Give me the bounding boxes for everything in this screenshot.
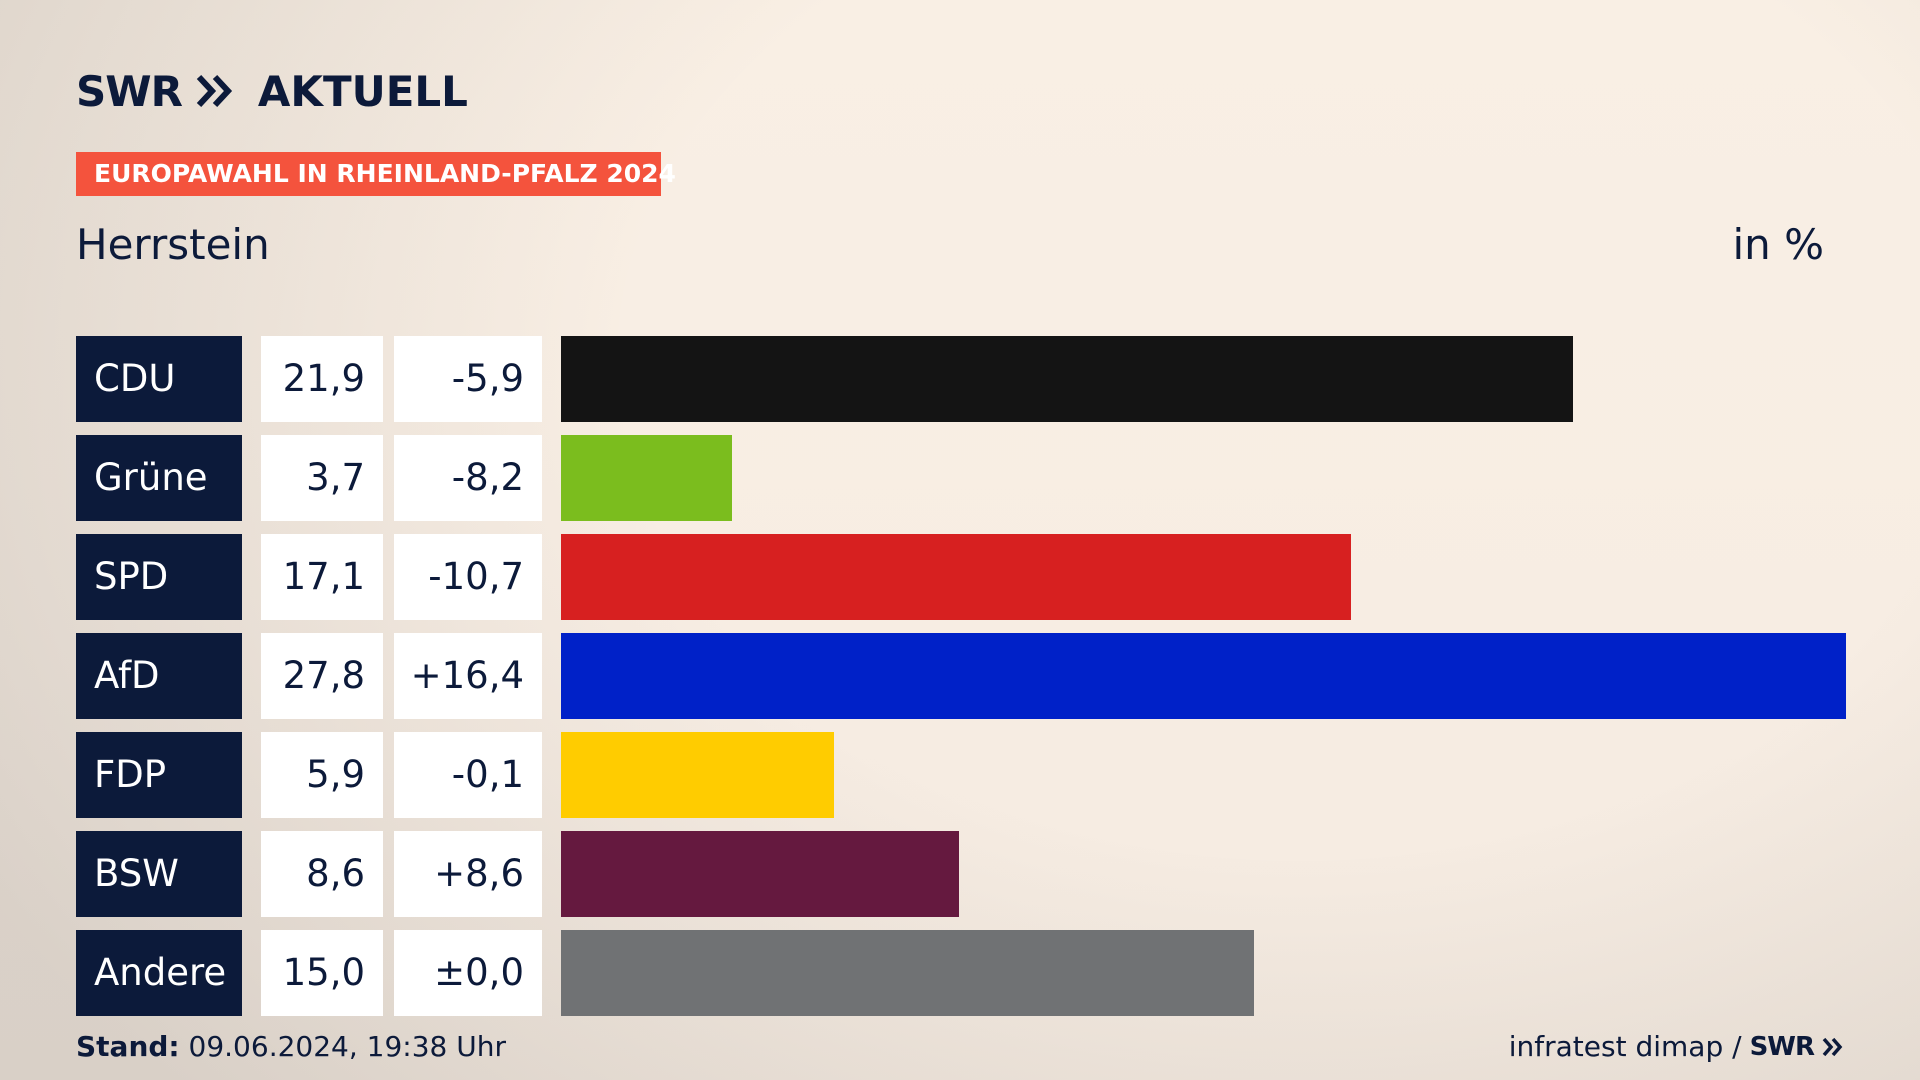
chart-row: BSW 8,6 +8,6 — [76, 831, 1846, 917]
bar-bsw — [561, 831, 959, 917]
source-text: infratest dimap / — [1508, 1030, 1742, 1063]
diff-label: +8,6 — [394, 831, 542, 917]
bar-andere — [561, 930, 1254, 1016]
logo-swr-text: SWR — [76, 66, 183, 116]
chart-row: AfD 27,8 +16,4 — [76, 633, 1846, 719]
logo-aktuell-text: AKTUELL — [257, 66, 468, 116]
party-label: BSW — [76, 831, 242, 917]
party-label: Grüne — [76, 435, 242, 521]
chart-row: CDU 21,9 -5,9 — [76, 336, 1846, 422]
bar-afd — [561, 633, 1846, 719]
footer-double-chevron-icon — [1822, 1037, 1843, 1056]
value-label: 27,8 — [261, 633, 383, 719]
diff-label: +16,4 — [394, 633, 542, 719]
diff-label: -5,9 — [394, 336, 542, 422]
party-label: SPD — [76, 534, 242, 620]
stand-label: Stand: — [76, 1030, 180, 1063]
value-label: 15,0 — [261, 930, 383, 1016]
value-label: 3,7 — [261, 435, 383, 521]
chart-row: SPD 17,1 -10,7 — [76, 534, 1846, 620]
value-label: 8,6 — [261, 831, 383, 917]
diff-label: ±0,0 — [394, 930, 542, 1016]
timestamp: Stand: 09.06.2024, 19:38 Uhr — [76, 1030, 506, 1063]
bar-cdu — [561, 336, 1573, 422]
value-label: 17,1 — [261, 534, 383, 620]
diff-label: -8,2 — [394, 435, 542, 521]
chart-row: Andere 15,0 ±0,0 — [76, 930, 1846, 1016]
party-label: Andere — [76, 930, 242, 1016]
swr-aktuell-logo: SWR AKTUELL — [76, 66, 468, 116]
unit-label: in % — [1732, 220, 1824, 269]
chart-row: Grüne 3,7 -8,2 — [76, 435, 1846, 521]
region-title: Herrstein — [76, 220, 270, 269]
bar-spd — [561, 534, 1351, 620]
party-label: FDP — [76, 732, 242, 818]
party-label: CDU — [76, 336, 242, 422]
double-chevron-icon — [196, 74, 233, 108]
diff-label: -10,7 — [394, 534, 542, 620]
value-label: 5,9 — [261, 732, 383, 818]
chart-row: FDP 5,9 -0,1 — [76, 732, 1846, 818]
party-label: AfD — [76, 633, 242, 719]
bar-gr-ne — [561, 435, 732, 521]
diff-label: -0,1 — [394, 732, 542, 818]
source-credit: infratest dimap / SWR — [1509, 1030, 1844, 1063]
bar-fdp — [561, 732, 834, 818]
election-tag: EUROPAWAHL IN RHEINLAND-PFALZ 2024 — [76, 152, 676, 196]
value-label: 21,9 — [261, 336, 383, 422]
stand-value: 09.06.2024, 19:38 Uhr — [188, 1030, 506, 1063]
footer-swr-text: SWR — [1749, 1031, 1815, 1062]
